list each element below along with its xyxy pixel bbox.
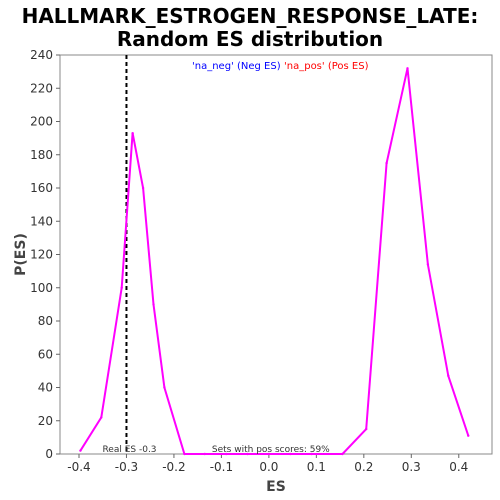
- y-tick-label: 160: [30, 181, 53, 195]
- series-point: [79, 449, 82, 452]
- series-point: [385, 161, 388, 165]
- legend-layer: 'na_neg' (Neg ES)'na_pos' (Pos ES): [192, 61, 369, 72]
- y-tick-label: 240: [30, 48, 53, 62]
- x-tick-label: 0.0: [259, 460, 278, 474]
- series-point: [426, 263, 430, 266]
- y-tick-label: 40: [38, 381, 53, 395]
- y-axis-label: P(ES): [13, 233, 29, 276]
- pos-scores-annotation: Sets with pos scores: 59%: [212, 445, 330, 455]
- y-tick-label: 20: [38, 414, 53, 428]
- x-tick-label: -0.3: [115, 460, 138, 474]
- axis-label-layer: ES P(ES): [13, 233, 286, 495]
- series-point: [224, 452, 228, 456]
- legend-entry: 'na_pos' (Pos ES): [284, 61, 369, 72]
- y-tick-label: 100: [30, 281, 53, 295]
- x-tick-label: -0.4: [67, 460, 90, 474]
- series-point: [120, 286, 123, 289]
- series-point: [152, 303, 155, 306]
- series-point: [163, 386, 166, 389]
- y-tick-label: 200: [30, 115, 53, 129]
- series-point: [406, 67, 409, 70]
- series-point: [289, 452, 292, 456]
- series-point: [131, 131, 134, 135]
- series-point: [310, 452, 313, 456]
- series-point: [141, 186, 145, 190]
- chart-title-line1: HALLMARK_ESTROGEN_RESPONSE_LATE:: [21, 4, 479, 28]
- y-tick-label: 220: [30, 81, 53, 95]
- ticks-layer: -0.4 -0.3 -0.2 -0.1 0.0 0.1 0.2 0.3 0.4 0 20 40 60 80…: [30, 48, 468, 474]
- x-tick-label: 0.4: [449, 460, 468, 474]
- series-point: [267, 452, 271, 456]
- x-tick-label: 0.2: [354, 460, 373, 474]
- y-tick-label: 0: [45, 447, 53, 461]
- plot-frame-layer: [59, 54, 493, 455]
- series-point: [341, 452, 344, 456]
- y-tick-label: 140: [30, 214, 53, 228]
- series-point: [467, 434, 470, 437]
- y-tick-label: 60: [38, 347, 53, 361]
- y-tick-label: 80: [38, 314, 53, 328]
- x-tick-label: -0.1: [210, 460, 233, 474]
- series-point: [183, 452, 186, 456]
- series-point: [364, 427, 368, 431]
- x-axis-label: ES: [266, 479, 286, 495]
- annotation-layer: Real ES -0.3 Sets with pos scores: 59%: [102, 445, 330, 455]
- y-tick-label: 120: [30, 248, 53, 262]
- x-tick-label: -0.2: [162, 460, 185, 474]
- legend-entry: 'na_neg' (Neg ES): [192, 61, 281, 72]
- x-tick-label: 0.1: [307, 460, 326, 474]
- series-layer: [79, 67, 470, 456]
- series-point: [203, 452, 206, 456]
- plot-area: [59, 54, 493, 455]
- series-point: [246, 452, 249, 456]
- real-es-label: Real ES -0.3: [102, 445, 156, 455]
- chart-title-line2: Random ES distribution: [116, 27, 384, 51]
- x-tick-label: 0.3: [402, 460, 421, 474]
- series-point: [100, 416, 103, 419]
- y-tick-label: 180: [30, 148, 53, 162]
- series-point: [447, 374, 450, 378]
